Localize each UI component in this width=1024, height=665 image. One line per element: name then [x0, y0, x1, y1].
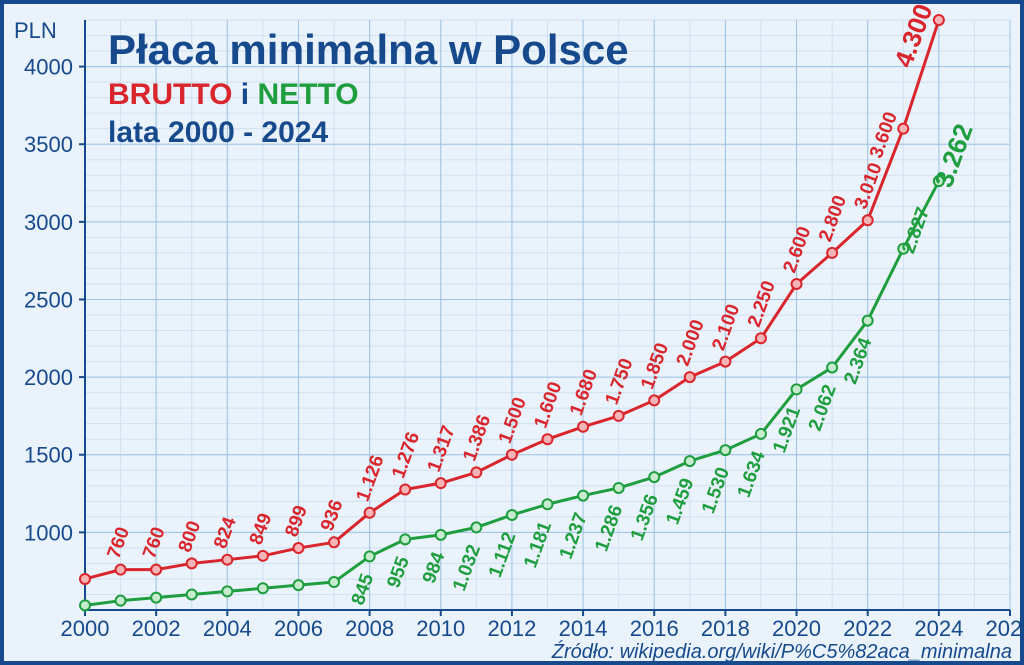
x-tick-label: 2016 — [630, 616, 679, 641]
title-line1: Płaca minimalna w Polsce — [108, 26, 629, 73]
x-tick-label: 2020 — [772, 616, 821, 641]
netto-marker — [649, 472, 659, 482]
x-tick-label: 2004 — [203, 616, 252, 641]
netto-marker — [578, 491, 588, 501]
x-tick-label: 2002 — [132, 616, 181, 641]
brutto-marker — [898, 124, 908, 134]
brutto-marker — [151, 565, 161, 575]
brutto-marker — [863, 215, 873, 225]
brutto-marker — [543, 434, 553, 444]
brutto-marker — [293, 543, 303, 553]
netto-marker — [116, 596, 126, 606]
netto-marker — [293, 580, 303, 590]
x-tick-label: 2012 — [487, 616, 536, 641]
x-tick-label: 2008 — [345, 616, 394, 641]
x-tick-label: 2010 — [416, 616, 465, 641]
netto-marker — [365, 551, 375, 561]
source-text: Źródło: wikipedia.org/wiki/P%C5%82aca_mi… — [551, 640, 1012, 663]
brutto-marker — [365, 508, 375, 518]
brutto-marker — [329, 537, 339, 547]
brutto-marker — [792, 279, 802, 289]
netto-marker — [685, 456, 695, 466]
title-line3: lata 2000 - 2024 — [108, 116, 328, 149]
brutto-marker — [649, 395, 659, 405]
x-tick-label: 2022 — [843, 616, 892, 641]
netto-marker — [187, 589, 197, 599]
netto-marker — [436, 530, 446, 540]
brutto-marker — [720, 357, 730, 367]
brutto-marker — [614, 411, 624, 421]
brutto-marker — [471, 467, 481, 477]
netto-marker — [151, 593, 161, 603]
brutto-marker — [187, 558, 197, 568]
netto-marker — [80, 600, 90, 610]
y-tick-label: 1000 — [24, 520, 73, 545]
netto-marker — [792, 384, 802, 394]
x-tick-label: 2018 — [701, 616, 750, 641]
y-tick-label: 4000 — [24, 55, 73, 80]
brutto-marker — [436, 478, 446, 488]
netto-marker — [222, 586, 232, 596]
brutto-marker — [80, 574, 90, 584]
netto-marker — [720, 445, 730, 455]
y-tick-label: 1500 — [24, 443, 73, 468]
netto-marker — [471, 522, 481, 532]
brutto-marker — [507, 450, 517, 460]
x-tick-label: 2026 — [986, 616, 1024, 641]
x-tick-label: 2024 — [914, 616, 963, 641]
netto-marker — [614, 483, 624, 493]
netto-marker — [756, 429, 766, 439]
brutto-marker — [827, 248, 837, 258]
brutto-marker — [756, 333, 766, 343]
netto-marker — [258, 583, 268, 593]
netto-marker — [400, 534, 410, 544]
brutto-marker — [116, 565, 126, 575]
y-tick-label: 3500 — [24, 132, 73, 157]
x-tick-label: 2006 — [274, 616, 323, 641]
brutto-marker — [258, 551, 268, 561]
y-tick-label: 2500 — [24, 287, 73, 312]
y-tick-label: 3000 — [24, 210, 73, 235]
netto-marker — [827, 362, 837, 372]
netto-marker — [543, 499, 553, 509]
y-tick-label: 2000 — [24, 365, 73, 390]
y-axis-label: PLN — [14, 18, 57, 43]
brutto-marker — [578, 422, 588, 432]
netto-marker — [507, 510, 517, 520]
netto-marker — [863, 316, 873, 326]
x-tick-label: 2014 — [559, 616, 608, 641]
netto-marker — [329, 577, 339, 587]
brutto-marker — [400, 485, 410, 495]
x-tick-label: 2000 — [61, 616, 110, 641]
minimum-wage-chart: 1000 1500 2000 2500 3000 3500 4000 PLN 2000 2002 2… — [0, 0, 1024, 665]
brutto-marker — [222, 555, 232, 565]
brutto-marker — [685, 372, 695, 382]
title-line2: BRUTTO i NETTO — [108, 78, 359, 111]
